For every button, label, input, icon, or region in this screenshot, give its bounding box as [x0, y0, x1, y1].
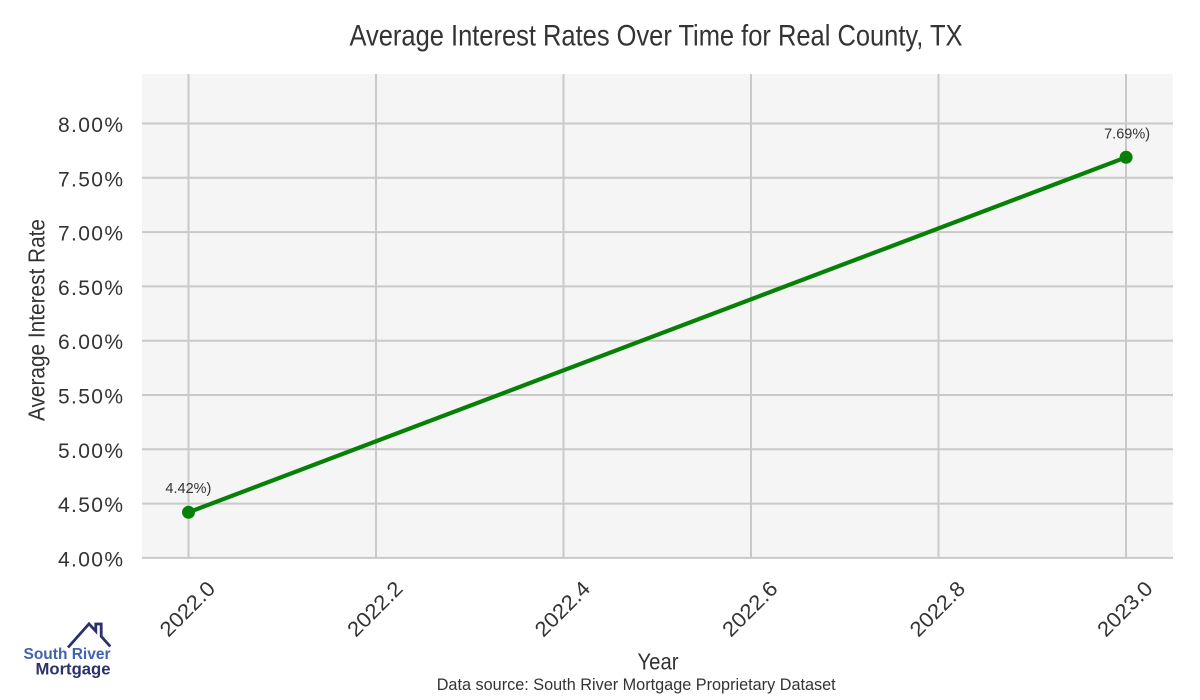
svg-text:2023.0: 2023.0: [1093, 577, 1157, 641]
svg-text:6.50%: 6.50%: [58, 277, 123, 300]
svg-text:Mortgage: Mortgage: [36, 661, 111, 679]
svg-text:4.50%: 4.50%: [58, 494, 123, 517]
svg-text:2022.2: 2022.2: [343, 577, 407, 641]
svg-text:8.00%: 8.00%: [58, 114, 123, 137]
svg-text:Average Interest Rates Over Ti: Average Interest Rates Over Time for Rea…: [350, 20, 963, 53]
svg-text:6.00%: 6.00%: [58, 331, 123, 354]
svg-text:2022.6: 2022.6: [718, 577, 782, 641]
svg-text:7.00%: 7.00%: [58, 223, 123, 246]
svg-text:7.50%: 7.50%: [58, 168, 123, 191]
svg-text:5.50%: 5.50%: [58, 386, 123, 409]
svg-text:2022.8: 2022.8: [906, 577, 970, 641]
svg-text:7.69%): 7.69%): [1104, 127, 1150, 143]
svg-text:2022.0: 2022.0: [156, 577, 220, 641]
svg-text:Year: Year: [638, 649, 679, 675]
svg-text:4.00%: 4.00%: [58, 548, 123, 571]
svg-text:5.00%: 5.00%: [58, 440, 123, 463]
svg-text:Data source: South River Mortg: Data source: South River Mortgage Propri…: [437, 676, 836, 694]
svg-text:Average Interest Rate: Average Interest Rate: [24, 219, 50, 421]
svg-text:4.42%): 4.42%): [165, 481, 211, 497]
svg-text:2022.4: 2022.4: [531, 577, 596, 642]
svg-text:South River: South River: [24, 646, 111, 663]
